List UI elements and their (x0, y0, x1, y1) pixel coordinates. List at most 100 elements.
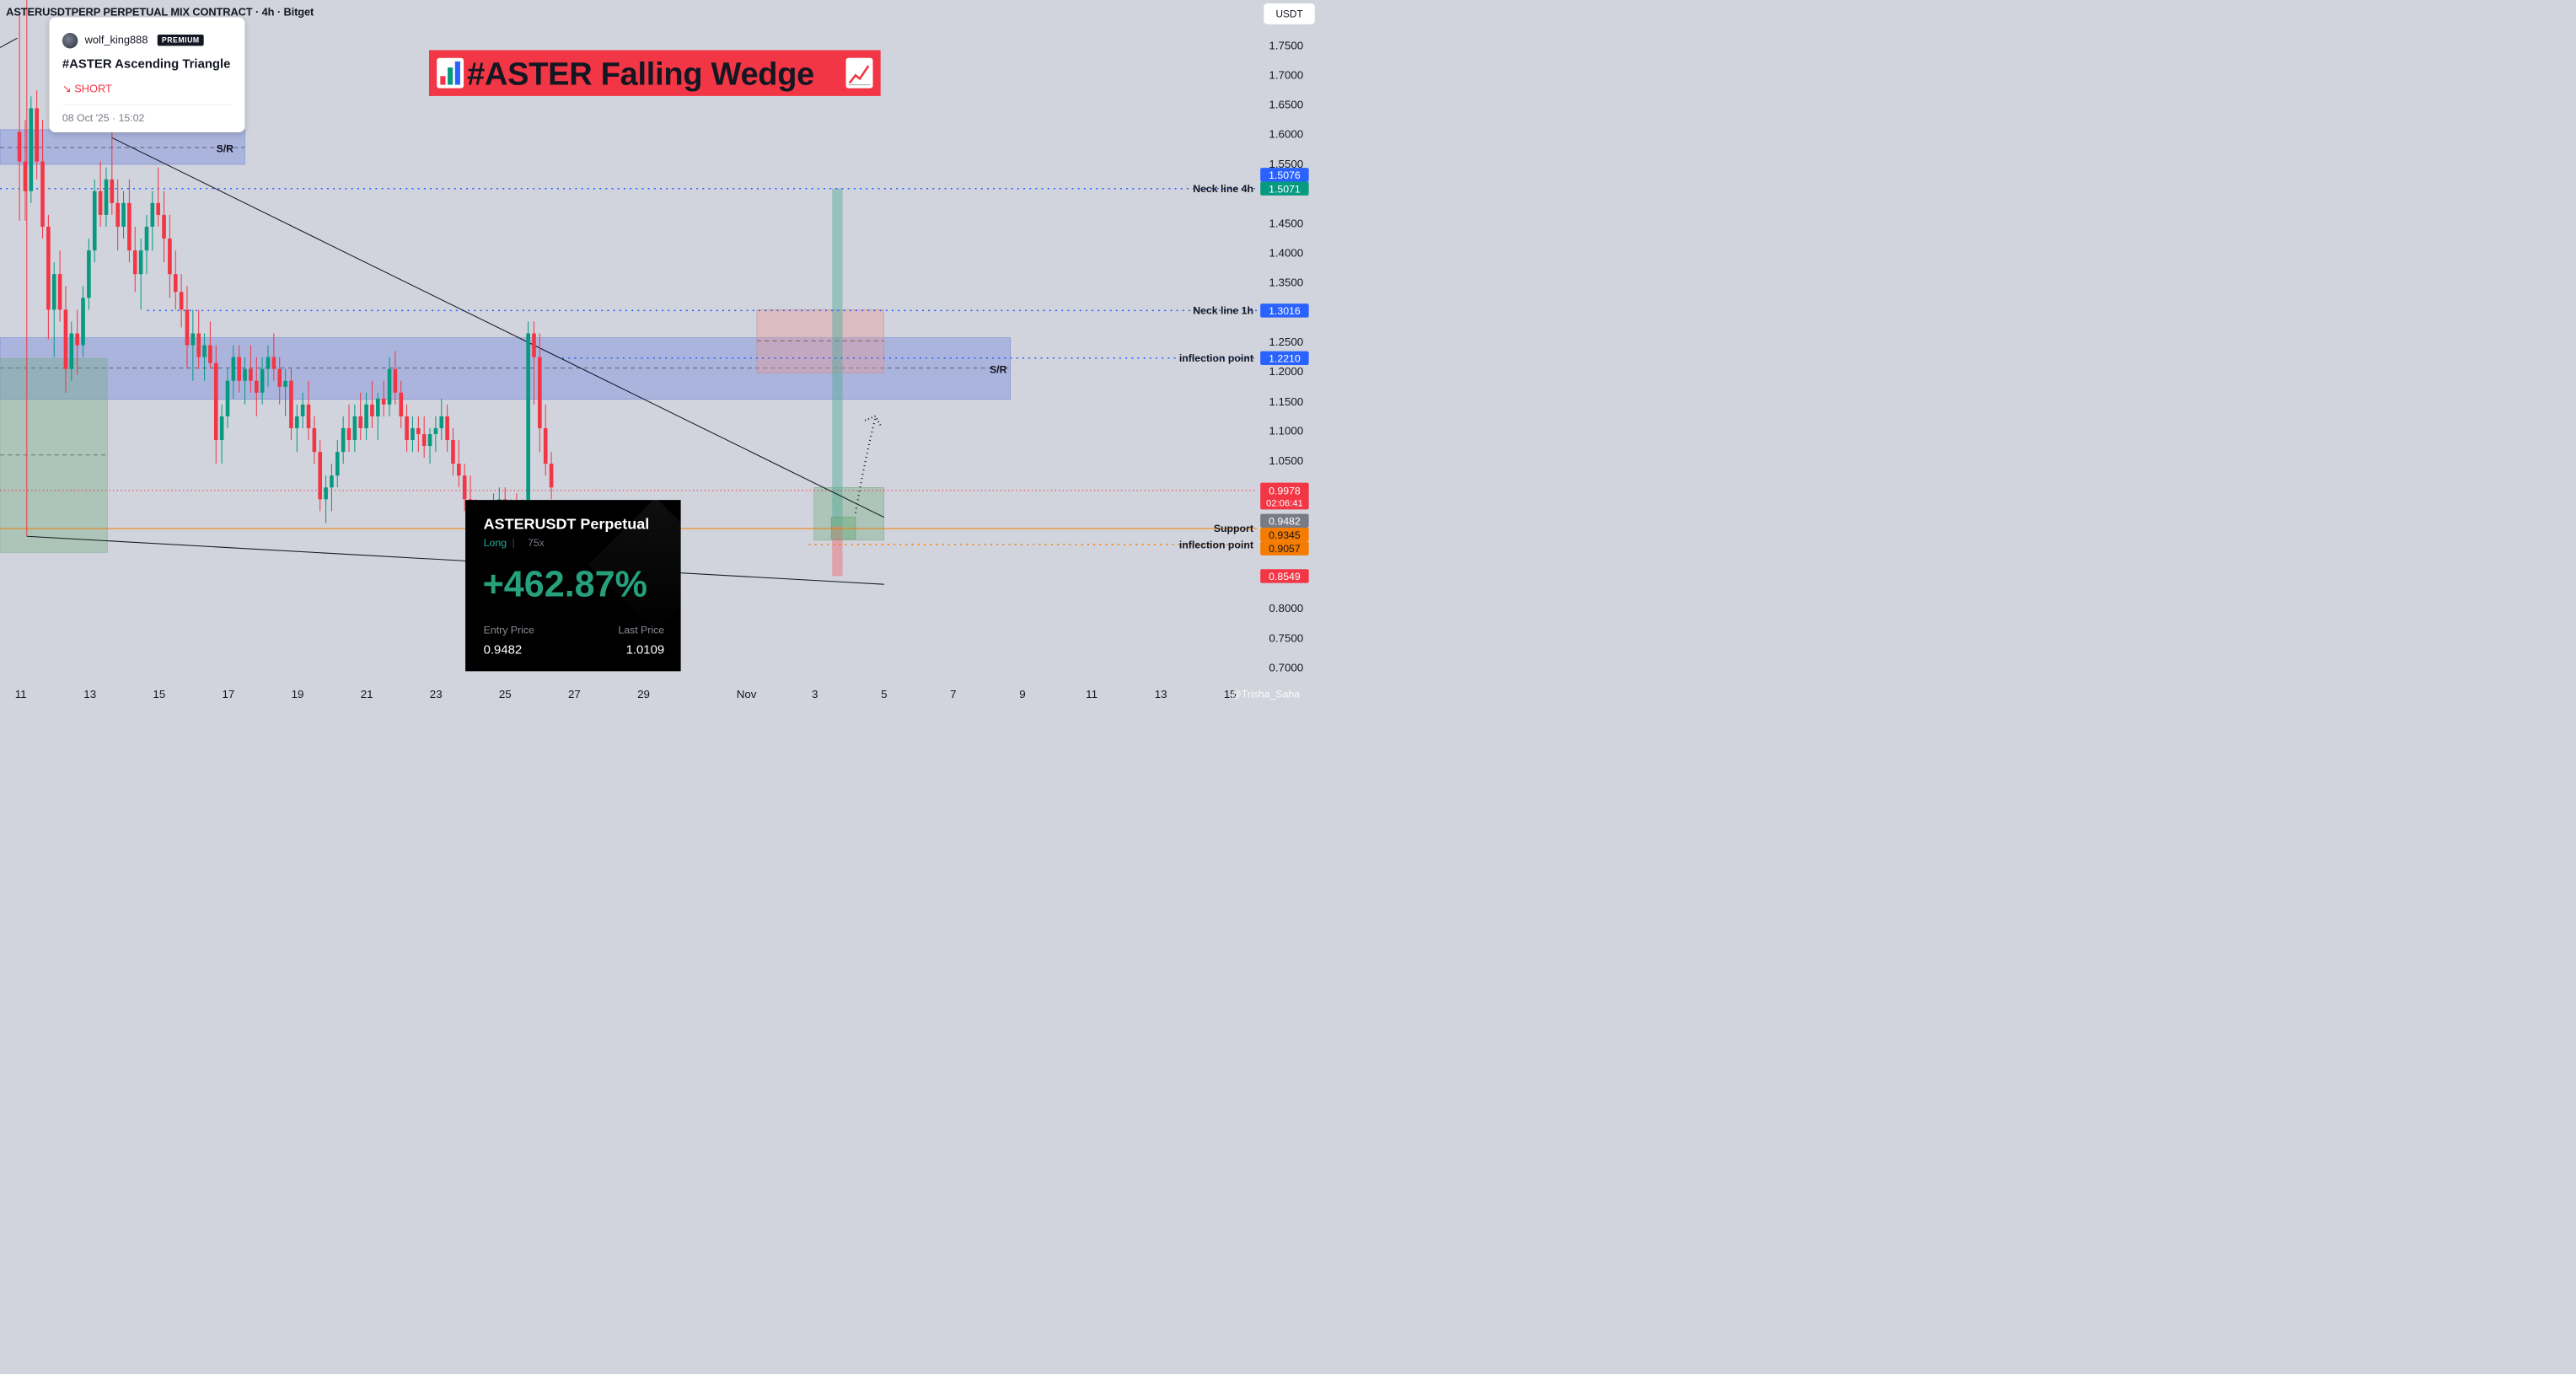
avatar (62, 32, 78, 49)
candle-body (352, 416, 357, 441)
candle-body (271, 357, 276, 369)
candle-body (179, 292, 184, 310)
candle-body (324, 487, 328, 500)
candle-body (98, 191, 103, 215)
support-price-tag: 0.9345 (1269, 529, 1301, 541)
support-price-tag-bg (1260, 527, 1309, 542)
last-price-tag: 0.9978 (1269, 485, 1301, 496)
neck-4h-price: 1.5071 (1269, 183, 1301, 195)
time-tick: 11 (1086, 688, 1097, 700)
candle-body (330, 475, 334, 488)
candle-body (341, 427, 346, 453)
time-tick: 17 (223, 688, 235, 700)
time-tick: 9 (1019, 688, 1025, 700)
candle-body (381, 398, 386, 405)
projection-arrow-head (864, 415, 882, 427)
candle-body (219, 416, 224, 441)
candle-body (416, 427, 421, 434)
price-tick: 1.1500 (1269, 395, 1303, 408)
neck-1h-price: 1.3016 (1269, 305, 1301, 317)
time-tick: 21 (361, 688, 373, 700)
candle-body (208, 345, 212, 363)
candle-body (87, 250, 91, 298)
candle-body (162, 214, 166, 239)
entry-price-tag-bg (1260, 513, 1309, 528)
target-range-bar (832, 188, 843, 526)
inflection-lower-price-tag: 0.9057 (1269, 543, 1301, 555)
level-label: inflection point (1179, 352, 1253, 364)
candle-body (115, 202, 120, 227)
candle-body (364, 404, 368, 428)
candle-body (57, 274, 62, 310)
price-tick: 1.5500 (1269, 158, 1303, 170)
candle-body (173, 274, 178, 293)
entry-price-value: 0.9482 (483, 642, 523, 657)
sr-label-top: S/R (217, 143, 234, 155)
candle-body (532, 333, 536, 357)
candle-body (202, 345, 207, 357)
candle-body (335, 452, 340, 476)
position-symbol: ASTERUSDT Perpetual (483, 515, 650, 533)
watermark: @Trisha_Saha (1231, 688, 1301, 700)
entry-price-tag: 0.9482 (1269, 515, 1301, 527)
price-tick: 1.6500 (1269, 98, 1303, 110)
symbol-header[interactable]: ASTERUSDTPERP PERPETUAL MIX CONTRACT · 4… (6, 6, 314, 19)
candle-body (185, 309, 190, 346)
candle-body (225, 380, 230, 416)
time-axis[interactable] (0, 685, 1259, 706)
premium-badge: PREMIUM (157, 35, 204, 46)
countdown-tag: 02:06:41 (1266, 498, 1303, 508)
position-side: Long (483, 537, 507, 550)
inflection-lower-price-tag-bg (1260, 541, 1309, 556)
candle-body (439, 416, 444, 428)
candle-body (393, 368, 398, 393)
candle-body (549, 464, 554, 488)
last-price-tag-bg (1260, 482, 1309, 510)
title-banner: #ASTER Falling Wedge (428, 50, 881, 96)
time-tick: 23 (430, 688, 443, 700)
price-tick: 0.7500 (1269, 631, 1303, 644)
time-tick: 11 (15, 688, 27, 700)
candle-body (104, 179, 109, 215)
candle-body (376, 398, 380, 416)
candle-body (543, 427, 548, 464)
candle-body (254, 380, 259, 393)
candle-body (433, 427, 438, 434)
candle-body (399, 392, 404, 416)
candle-body (289, 380, 293, 428)
time-tick: 13 (1155, 688, 1167, 700)
wedge-upper-line (111, 137, 885, 518)
candle-body (427, 433, 432, 447)
pnl-percent: +462.87% (482, 563, 647, 604)
candle-body (318, 452, 323, 500)
candle-body (283, 380, 287, 387)
time-tick: 27 (568, 688, 581, 700)
currency-button[interactable]: USDT (1264, 3, 1315, 24)
candle-body (144, 226, 149, 251)
candle-body (156, 202, 161, 215)
level-label: Neck line 4h (1193, 183, 1253, 195)
candle-body (405, 416, 409, 441)
time-tick: Nov (737, 688, 757, 700)
trend-line-top (0, 37, 18, 48)
candle-body (132, 250, 137, 275)
candle-body (260, 368, 265, 393)
username[interactable]: wolf_king888 (84, 34, 148, 46)
candle-body (451, 440, 455, 464)
wedge-lower-line (26, 535, 884, 585)
price-tick: 1.4000 (1269, 246, 1303, 259)
idea-card[interactable]: wolf_king888 PREMIUM #ASTER Ascending Tr… (49, 17, 245, 133)
candle-body (358, 416, 363, 428)
time-tick: 15 (153, 688, 165, 700)
banner-text: #ASTER Falling Wedge (467, 56, 815, 92)
idea-title[interactable]: #ASTER Ascending Triangle (62, 56, 231, 72)
price-tick: 1.6000 (1269, 128, 1303, 141)
price-chart[interactable]: S/R S/R Neck line 4h Neck line 1h inflection… (0, 0, 1323, 706)
level-label: Neck line 1h (1193, 305, 1253, 317)
candle-body (46, 226, 51, 310)
candle-body (300, 404, 305, 416)
candle-body (538, 357, 542, 428)
time-tick: 7 (950, 688, 956, 700)
inflection-price: 1.2210 (1269, 352, 1301, 364)
candle-body (231, 357, 236, 381)
